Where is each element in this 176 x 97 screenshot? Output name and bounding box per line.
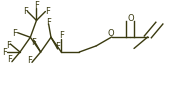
Text: F: F [12, 29, 17, 38]
Text: F: F [27, 56, 32, 65]
Text: F: F [46, 18, 51, 26]
Text: F: F [59, 31, 64, 40]
Text: F: F [34, 1, 39, 10]
Text: F: F [45, 7, 50, 16]
Text: F: F [55, 42, 60, 52]
Text: F: F [32, 38, 36, 47]
Text: F: F [23, 7, 28, 16]
Text: F: F [2, 48, 7, 57]
Text: F: F [6, 41, 11, 50]
Text: O: O [127, 14, 134, 23]
Text: F: F [7, 55, 12, 64]
Text: O: O [108, 29, 114, 38]
